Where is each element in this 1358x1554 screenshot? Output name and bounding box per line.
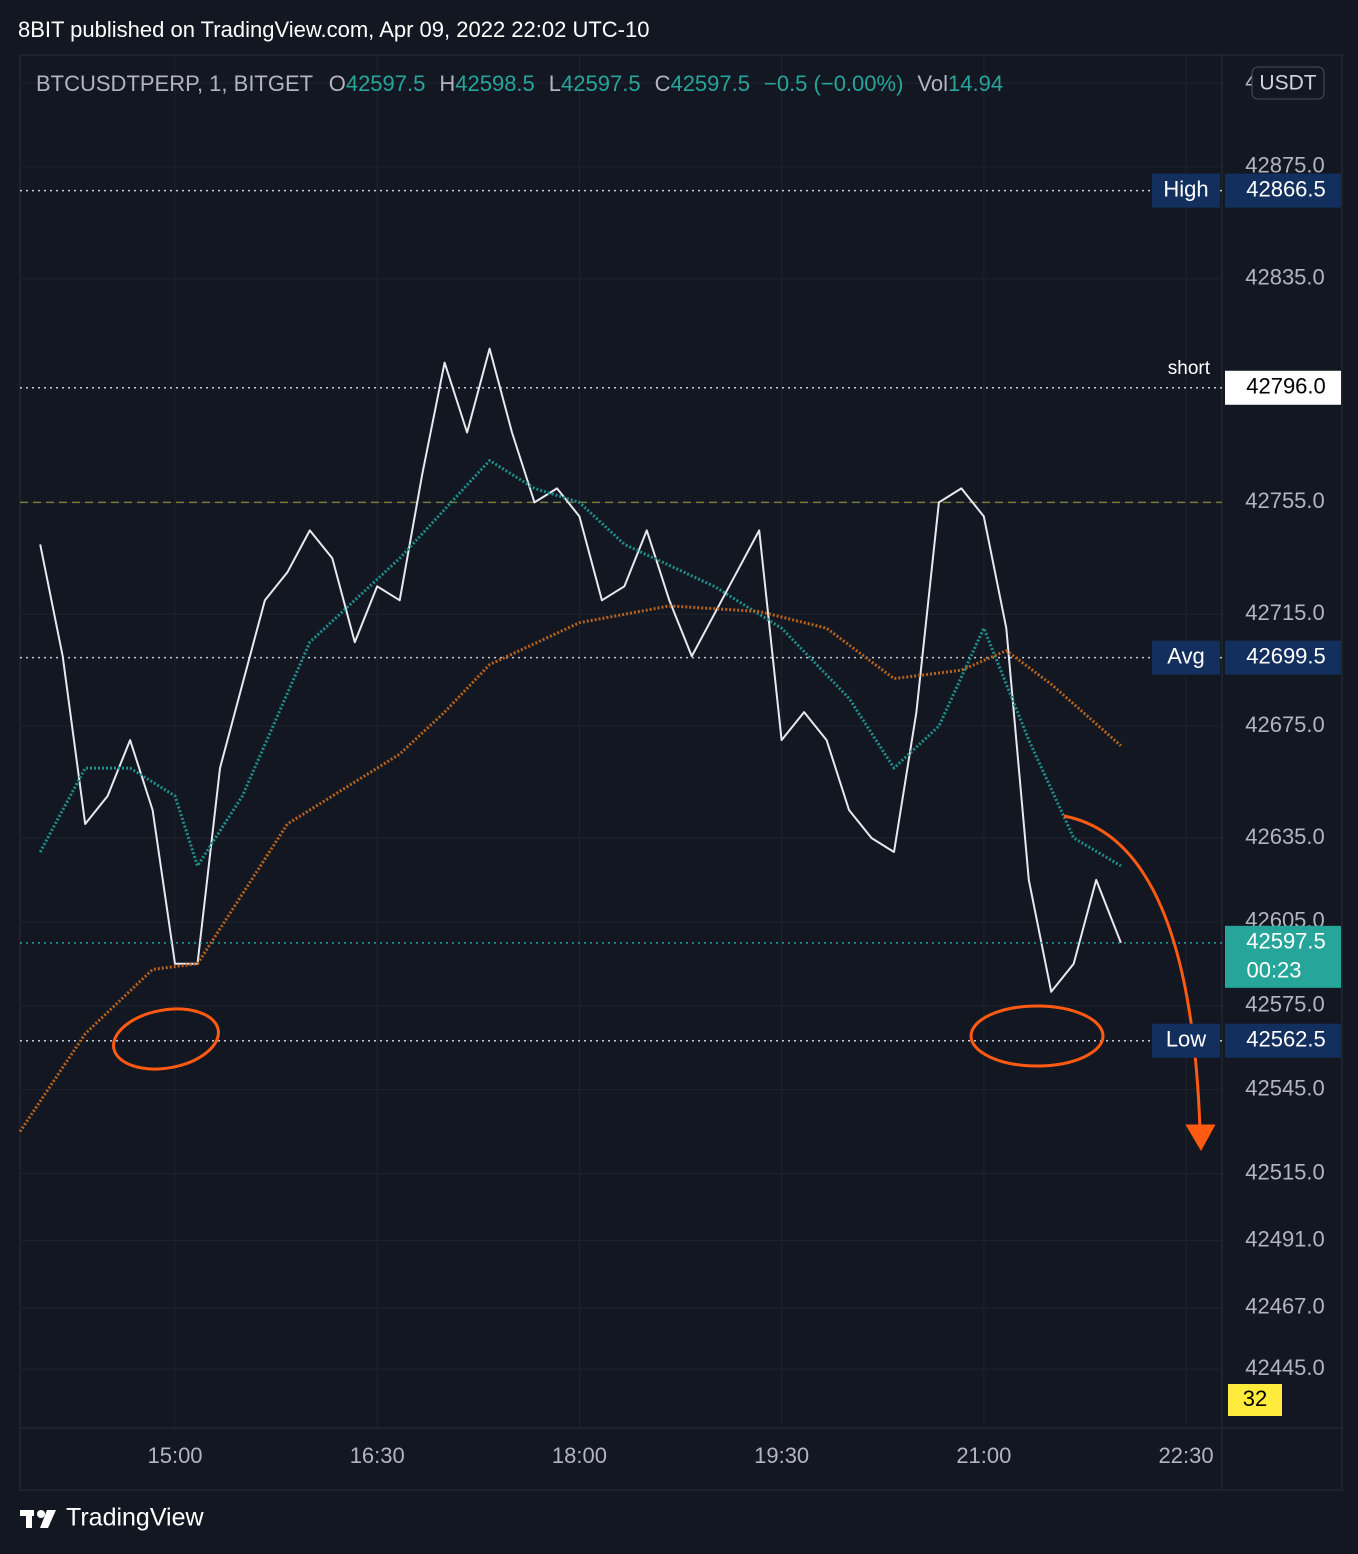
level-price-box bbox=[1225, 173, 1341, 208]
y-tick-label: 42515.0 bbox=[1245, 1159, 1325, 1184]
plot bbox=[18, 189, 1222, 1133]
labels: High 42866.5 short 42796.0 Avg 42699.5 Low 4256… bbox=[1152, 173, 1341, 1416]
y-tick-label: 42491.0 bbox=[1245, 1226, 1325, 1251]
level-price-box bbox=[1225, 1023, 1341, 1058]
arrow-head bbox=[1185, 1124, 1216, 1152]
level-name: Avg bbox=[1167, 643, 1205, 668]
y-tick-label: 42875.0 bbox=[1245, 153, 1325, 178]
ohlc-key: O bbox=[329, 71, 346, 96]
currency-box[interactable] bbox=[1251, 66, 1325, 100]
y-tick-label: 42635.0 bbox=[1245, 824, 1325, 849]
level-price: 42796.0 bbox=[1246, 374, 1326, 399]
level-price-box bbox=[1225, 370, 1341, 405]
level-name-box bbox=[1152, 1023, 1220, 1058]
currency[interactable]: USDT bbox=[1259, 72, 1316, 95]
last-timer: 00:23 bbox=[1246, 958, 1301, 983]
price-line bbox=[38, 459, 1122, 868]
y-tick-label: 42575.0 bbox=[1245, 992, 1325, 1017]
ohlc-value: 42597.5 bbox=[670, 71, 750, 96]
circle-annotation bbox=[112, 1007, 220, 1071]
volume-key: Vol bbox=[917, 71, 948, 96]
legend-item: BTCUSDTPERP, 1, BITGET bbox=[36, 71, 313, 96]
y-tick-label: 42545.0 bbox=[1245, 1075, 1325, 1100]
price-line bbox=[39, 347, 1122, 993]
ohlc-key: L bbox=[549, 71, 561, 96]
last-price: 42597.5 bbox=[1246, 929, 1326, 954]
last-price-box bbox=[1225, 925, 1341, 988]
x-tick-label: 21:00 bbox=[956, 1443, 1011, 1468]
circle-annotation bbox=[969, 1004, 1105, 1068]
level-name: High bbox=[1163, 176, 1208, 201]
level-name: short bbox=[1168, 358, 1211, 379]
level-price-box bbox=[1225, 640, 1341, 675]
y-tick-label: 42467.0 bbox=[1245, 1294, 1325, 1319]
change: −0.5 (−0.00%) bbox=[764, 71, 903, 96]
level-name-box bbox=[1152, 640, 1220, 675]
volume-badge-box bbox=[1228, 1384, 1282, 1416]
level-name: Low bbox=[1166, 1027, 1206, 1052]
brand-logo bbox=[20, 1510, 56, 1528]
y-tick-label: 42715.0 bbox=[1245, 600, 1325, 625]
header: 8BIT published on TradingView.com, Apr 0… bbox=[18, 17, 649, 42]
ohlc-value: 42597.5 bbox=[346, 71, 426, 96]
brand: TradingView bbox=[66, 1504, 205, 1532]
x-tick-label: 19:30 bbox=[754, 1443, 809, 1468]
level-price: 42699.5 bbox=[1246, 643, 1326, 668]
x-tick-label: 22:30 bbox=[1159, 1443, 1214, 1468]
level-price: 42562.5 bbox=[1246, 1027, 1326, 1052]
y-tick-label: 42445.0 bbox=[1245, 1355, 1325, 1380]
level-name-box bbox=[1152, 173, 1220, 208]
ohlc-value: 42597.5 bbox=[561, 71, 641, 96]
x-tick-label: 15:00 bbox=[147, 1443, 202, 1468]
volume-value: 14.94 bbox=[948, 71, 1003, 96]
y-tick-label: 42755.0 bbox=[1245, 488, 1325, 513]
volume-badge: 32 bbox=[1243, 1386, 1267, 1411]
ohlc-key: C bbox=[655, 71, 671, 96]
ohlc-value: 42598.5 bbox=[455, 71, 535, 96]
y-tick-label: 42675.0 bbox=[1245, 712, 1325, 737]
y-tick-label: 42835.0 bbox=[1245, 265, 1325, 290]
x-tick-label: 16:30 bbox=[350, 1443, 405, 1468]
chart-frame bbox=[19, 54, 1343, 1491]
price-line bbox=[18, 604, 1122, 1133]
symbol-legend: BTCUSDTPERP, 1, BITGET O42597.5 H42598.5 L4… bbox=[36, 71, 1003, 96]
x-tick-label: 18:00 bbox=[552, 1443, 607, 1468]
level-price: 42866.5 bbox=[1246, 176, 1326, 201]
ohlc-key: H bbox=[439, 71, 455, 96]
